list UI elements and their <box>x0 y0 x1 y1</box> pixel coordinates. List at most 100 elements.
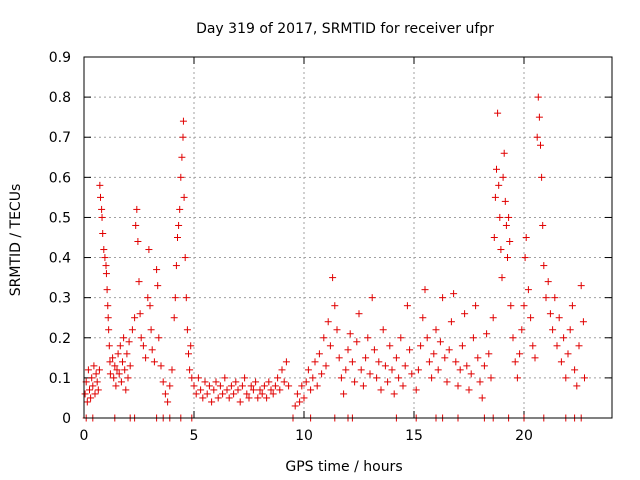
data-point <box>575 342 583 350</box>
data-point <box>377 386 385 394</box>
data-point <box>472 302 480 310</box>
data-point <box>139 342 147 350</box>
data-point <box>291 402 299 410</box>
data-point <box>351 378 359 386</box>
data-point <box>304 366 312 374</box>
data-point <box>419 314 427 322</box>
data-point <box>581 374 588 382</box>
data-point <box>154 282 162 290</box>
data-point <box>124 374 132 382</box>
data-point <box>187 342 195 350</box>
data-point <box>102 270 110 278</box>
data-point <box>201 378 209 386</box>
grid-layer <box>84 57 612 418</box>
data-point <box>81 390 89 398</box>
data-point <box>388 366 396 374</box>
data-point <box>155 334 163 342</box>
data-point <box>83 398 91 406</box>
x-tick-label: 15 <box>405 428 423 444</box>
data-point <box>109 354 117 362</box>
data-point <box>260 382 268 390</box>
data-point <box>390 390 398 398</box>
data-point <box>346 330 354 338</box>
data-point <box>537 141 544 149</box>
y-tick-label: 0.5 <box>49 210 71 226</box>
data-point <box>465 386 473 394</box>
data-point <box>331 302 339 310</box>
data-point <box>214 394 222 402</box>
data-point <box>90 362 98 370</box>
data-point <box>120 334 128 342</box>
data-point <box>157 362 165 370</box>
y-tick-label: 0.2 <box>49 331 71 347</box>
data-point <box>359 382 367 390</box>
data-point <box>300 394 308 402</box>
data-point <box>101 254 109 262</box>
data-point <box>144 294 152 302</box>
data-point <box>186 366 194 374</box>
data-point <box>271 382 279 390</box>
data-point <box>133 205 141 213</box>
data-point <box>97 193 104 201</box>
data-point <box>450 290 458 298</box>
data-point <box>111 362 119 370</box>
data-point <box>159 378 167 386</box>
data-point <box>362 354 370 362</box>
data-point <box>476 378 484 386</box>
data-point <box>110 374 118 382</box>
data-point <box>505 213 513 221</box>
data-point <box>452 358 460 366</box>
data-point <box>425 358 433 366</box>
data-point <box>174 234 181 241</box>
data-point <box>333 326 341 334</box>
data-point <box>573 382 581 390</box>
data-point <box>104 302 112 310</box>
y-tick-label: 0.3 <box>49 291 71 307</box>
data-point <box>171 294 179 302</box>
data-point <box>227 382 235 390</box>
data-point <box>560 334 568 342</box>
data-point <box>89 382 97 390</box>
data-point <box>577 282 585 290</box>
data-point <box>122 386 130 394</box>
data-point <box>392 354 400 362</box>
data-point <box>194 374 202 382</box>
data-point <box>115 370 123 378</box>
data-point <box>368 294 376 302</box>
data-point <box>106 370 114 378</box>
data-point <box>494 109 502 117</box>
data-point <box>499 173 507 181</box>
data-point <box>375 358 383 366</box>
data-point <box>571 366 579 374</box>
data-point <box>311 358 319 366</box>
data-point <box>489 314 497 322</box>
data-point <box>313 382 321 390</box>
data-point <box>185 350 192 358</box>
data-point <box>254 394 262 402</box>
data-point <box>322 362 330 370</box>
data-point <box>320 334 328 342</box>
data-point <box>315 350 323 358</box>
data-point <box>406 346 414 354</box>
data-point <box>131 314 139 322</box>
data-point <box>232 378 240 386</box>
data-point <box>243 390 251 398</box>
data-point <box>384 378 392 386</box>
data-point <box>546 310 554 318</box>
data-point <box>518 326 526 334</box>
data-point <box>128 326 136 334</box>
data-point <box>408 370 416 378</box>
data-point <box>182 294 190 302</box>
data-point <box>395 374 403 382</box>
data-point <box>221 374 229 382</box>
y-tick-label: 0.1 <box>49 371 71 387</box>
data-point <box>134 238 142 246</box>
data-point <box>432 326 440 334</box>
data-point <box>501 197 509 205</box>
data-point <box>579 318 587 326</box>
data-point <box>170 314 178 322</box>
x-tick-label: 5 <box>190 428 199 444</box>
data-point <box>397 334 405 342</box>
data-point <box>535 113 543 121</box>
data-point <box>564 350 572 358</box>
